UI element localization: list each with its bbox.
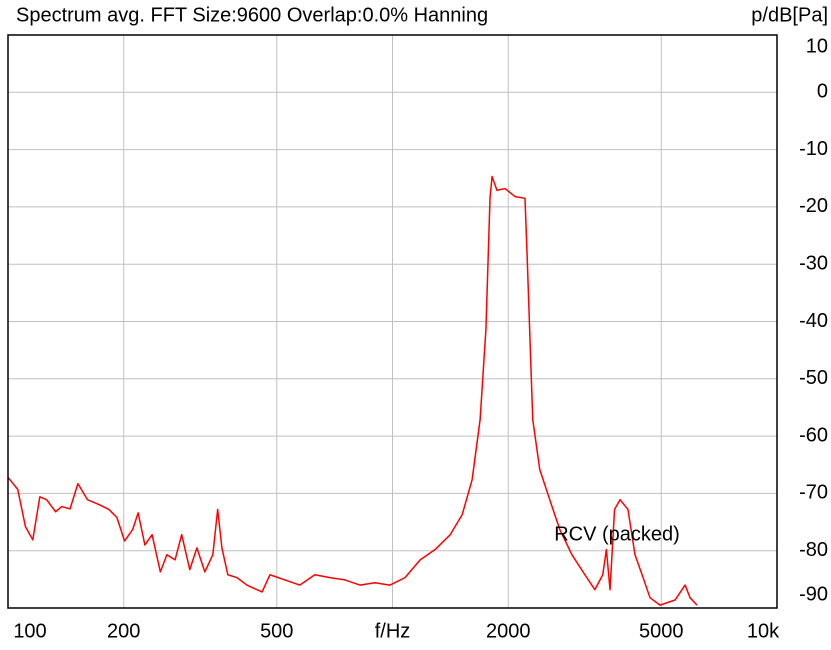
y-tick-label: 10 xyxy=(806,35,828,57)
x-tick-label: f/Hz xyxy=(375,620,411,642)
y-tick-label: -60 xyxy=(799,424,828,446)
y-tick-label: -30 xyxy=(799,252,828,274)
spectrum-line xyxy=(8,175,698,606)
y-tick-label: -70 xyxy=(799,482,828,504)
x-tick-label: 500 xyxy=(260,620,293,642)
y-tick-label: -50 xyxy=(799,367,828,389)
y-axis-label: p/dB[Pa] xyxy=(751,4,828,26)
x-tick-label: 10k xyxy=(747,620,780,642)
annotation: RCV (packed) xyxy=(554,523,680,545)
x-tick-label: 5000 xyxy=(639,620,684,642)
x-tick-label: 2000 xyxy=(486,620,531,642)
y-tick-label: -90 xyxy=(799,583,828,605)
y-tick-label: -20 xyxy=(799,195,828,217)
x-tick-label: 200 xyxy=(107,620,140,642)
chart-title: Spectrum avg. FFT Size:9600 Overlap:0.0%… xyxy=(16,4,488,26)
y-tick-label: -40 xyxy=(799,310,828,332)
y-tick-label: -80 xyxy=(799,539,828,561)
x-tick-label: 100 xyxy=(13,620,46,642)
plot-border xyxy=(7,34,778,609)
y-tick-label: -10 xyxy=(799,138,828,160)
y-tick-label: 0 xyxy=(817,81,828,103)
